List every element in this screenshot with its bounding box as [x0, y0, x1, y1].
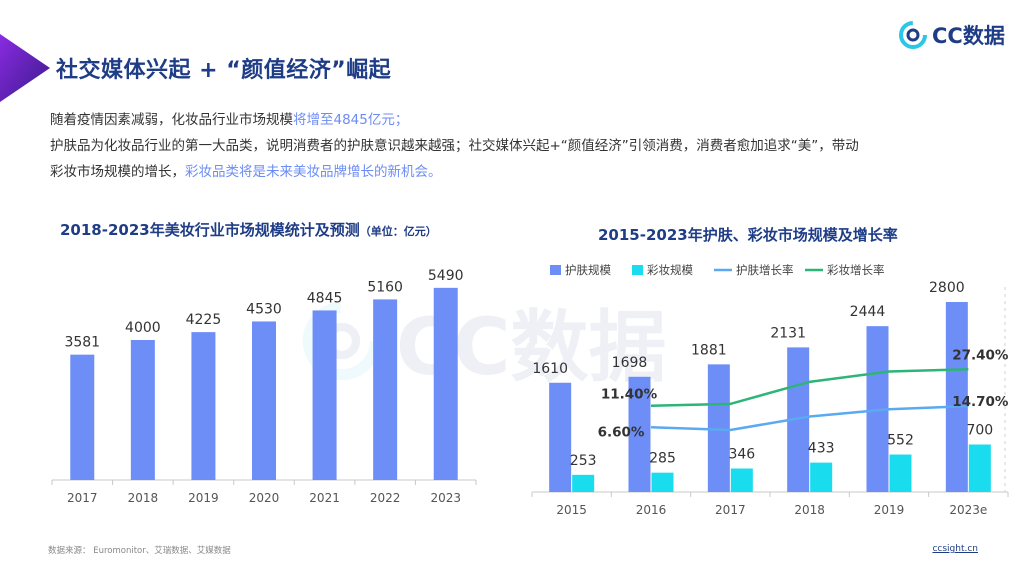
chart2-label-makeup: 433 — [808, 441, 835, 457]
chart2-x-tick-label: 2018 — [794, 503, 825, 517]
chart2-label-makeup: 700 — [966, 423, 993, 439]
brand-logo: CC数据 — [898, 18, 1005, 52]
chart2-rate-label: 14.70% — [952, 394, 1009, 410]
corner-decoration — [0, 34, 50, 102]
chart2-x-tick-label: 2019 — [874, 503, 905, 517]
intro-line-2: 护肤品为化妆品行业的第一大品类，说明消费者的护肤意识越来越强；社交媒体兴起+“颜… — [50, 138, 859, 154]
chart1-bar — [191, 332, 216, 480]
chart2-label-skincare: 2800 — [929, 280, 965, 296]
chart1-x-tick-label: 2023 — [430, 491, 461, 505]
chart2-bar-skincare — [628, 376, 651, 492]
chart1-bar — [373, 299, 398, 480]
chart2-line-skincare-growth — [650, 404, 969, 432]
chart2-bar-skincare — [945, 302, 968, 492]
chart2-bar-skincare — [549, 382, 572, 492]
chart2-legend-label: 彩妆规模 — [647, 263, 693, 277]
chart2-bar-skincare — [707, 364, 730, 492]
chart1-data-label: 4530 — [246, 301, 282, 317]
chart2-x-tick-label: 2015 — [556, 503, 587, 517]
intro-line-3-a: 彩妆市场规模的增长， — [50, 164, 185, 180]
site-link[interactable]: ccsight.cn — [932, 544, 978, 554]
chart1-bar — [433, 287, 458, 480]
chart2-svg: 护肤规模 彩妆规模 护肤增长率 彩妆增长率 1610 253 2015 1698 285 2016… — [531, 263, 1009, 517]
chart2-x-tick-label: 2016 — [636, 503, 667, 517]
source-note: 数据来源： Euromonitor、艾瑞数据、艾媒数据 — [48, 546, 231, 556]
intro-line-1-highlight: 将增至4845亿元； — [293, 112, 409, 128]
chart2-legend-label: 护肤规模 — [565, 263, 611, 277]
chart1-bar — [312, 310, 337, 480]
logo-icon — [899, 21, 927, 49]
chart1-x-tick-label: 2021 — [309, 491, 340, 505]
chart2-label-skincare: 1698 — [612, 355, 648, 371]
chart1-x-tick-label: 2018 — [128, 491, 159, 505]
intro-text: 随着疫情因素减弱，化妆品行业市场规模将增至4845亿元； 护肤品为化妆品行业的第… — [50, 107, 1000, 185]
chart1-title-text: 2018-2023年美妆行业市场规模统计及预测 — [60, 221, 360, 239]
chart1-bar — [252, 321, 276, 480]
chart2-label-skincare: 2131 — [770, 325, 806, 341]
chart1-data-label: 4845 — [307, 290, 343, 306]
chart1-bar — [130, 340, 155, 480]
chart2-line-makeup-growth — [650, 368, 969, 407]
chart1-data-label: 5490 — [428, 268, 464, 284]
intro-line-3-highlight: 彩妆品类将是未来美妆品牌增长的新机会。 — [185, 164, 442, 180]
chart1-x-tick-label: 2022 — [370, 491, 401, 505]
chart2-label-makeup: 346 — [728, 447, 755, 463]
chart2-legend-swatch — [550, 265, 561, 275]
chart2-label-makeup: 285 — [649, 451, 676, 467]
intro-line-1: 随着疫情因素减弱，化妆品行业市场规模将增至4845亿元； — [50, 107, 1000, 133]
chart2-legend-label: 护肤增长率 — [736, 263, 794, 277]
chart2-label-skincare: 1610 — [532, 361, 568, 377]
chart2-bar-makeup — [730, 468, 753, 492]
chart1-svg: 3581 2017 4000 2018 4225 2019 4530 2020 4845 2021… — [51, 268, 477, 505]
chart1-bar — [70, 354, 95, 480]
chart2-bar-makeup — [651, 472, 674, 492]
chart1-data-label: 3581 — [64, 335, 100, 351]
chart2-bar-makeup — [572, 474, 595, 492]
chart2-legend-swatch — [632, 265, 643, 275]
chart1-x-tick-label: 2019 — [188, 491, 219, 505]
intro-line-3: 彩妆市场规模的增长，彩妆品类将是未来美妆品牌增长的新机会。 — [50, 159, 1000, 185]
chart2-label-skincare: 2444 — [850, 304, 886, 320]
chart2-label-skincare: 1881 — [691, 342, 727, 358]
chart1-unit: （单位：亿元） — [359, 225, 437, 238]
page-title: 社交媒体兴起 + “颜值经济”崛起 — [56, 58, 392, 83]
chart1-x-tick-label: 2017 — [67, 491, 98, 505]
chart1-title: 2018-2023年美妆行业市场规模统计及预测（单位：亿元） — [60, 219, 437, 240]
chart2-x-tick-label: 2023e — [949, 503, 987, 517]
chart2-label-makeup: 552 — [887, 433, 914, 449]
chart1-data-label: 4225 — [186, 312, 222, 328]
chart2-legend-label: 彩妆增长率 — [827, 263, 885, 277]
chart1-data-label: 5160 — [367, 279, 403, 295]
chart2-title: 2015-2023年护肤、彩妆市场规模及增长率 — [598, 226, 898, 244]
intro-line-1-a: 随着疫情因素减弱，化妆品行业市场规模 — [50, 112, 293, 128]
chart2-bar-makeup — [889, 454, 912, 492]
chart2-rate-label: 6.60% — [598, 424, 645, 440]
chart1-data-label: 4000 — [125, 320, 161, 336]
chart2-bar-skincare — [866, 326, 889, 492]
chart2-rate-label: 11.40% — [601, 387, 658, 403]
logo-text: CC数据 — [932, 24, 1005, 48]
chart1-x-tick-label: 2020 — [249, 491, 280, 505]
chart2-bar-makeup — [810, 462, 833, 492]
chart2-bar-makeup — [968, 444, 991, 492]
chart2-rate-label: 27.40% — [952, 347, 1009, 363]
chart2-x-tick-label: 2017 — [715, 503, 746, 517]
chart2-label-makeup: 253 — [570, 453, 597, 469]
